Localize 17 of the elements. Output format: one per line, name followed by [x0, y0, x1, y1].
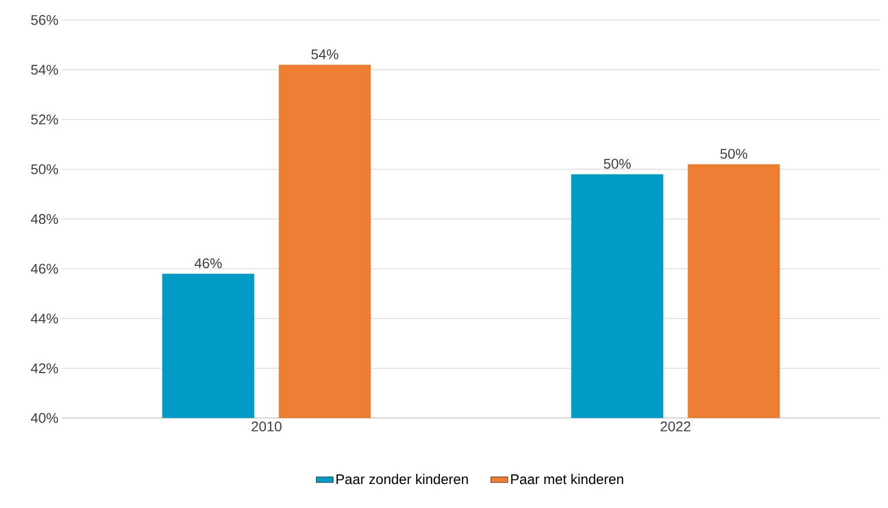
y-tick-label: 44% — [30, 314, 58, 324]
y-tick-label: 52% — [31, 114, 58, 124]
y-tick-label: 46% — [30, 264, 58, 274]
y-tick-label: 42% — [30, 363, 58, 374]
data-label: 50% — [604, 158, 631, 169]
data-label: 54% — [311, 49, 338, 60]
x-tick-label: 2022 — [660, 421, 690, 432]
y-tick-label: 48% — [30, 214, 58, 224]
legend-label: Paar met kinderen — [511, 474, 624, 484]
data-label: 50% — [720, 148, 748, 159]
y-tick-label: 50% — [31, 164, 58, 174]
y-tick-label: 56% — [31, 15, 58, 25]
y-tick-label: 40% — [30, 413, 58, 423]
y-tick-label: 54% — [31, 64, 58, 75]
x-tick-label: 2010 — [252, 421, 282, 432]
legend-label: Paar zonder kinderen — [336, 474, 468, 484]
data-label: 46% — [194, 258, 222, 268]
